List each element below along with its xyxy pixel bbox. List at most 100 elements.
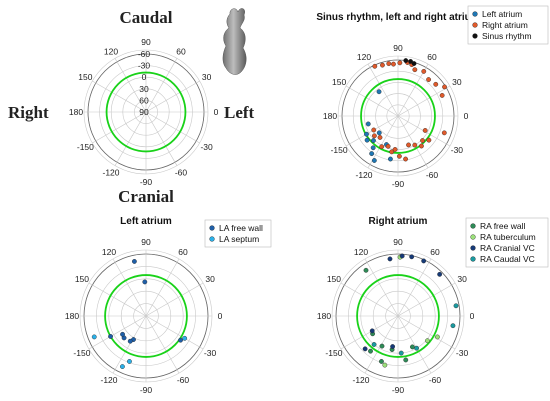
- radial-tick-label: -30: [138, 61, 151, 71]
- angular-tick-label: 30: [457, 274, 467, 284]
- data-point: [182, 335, 188, 341]
- left-atrium-polar-plot: Left atrium 0 30 60 90 120 150 180 -150 -120 -90 -6…: [65, 216, 272, 395]
- angular-tick-label: -120: [102, 168, 119, 178]
- data-point: [371, 138, 376, 143]
- legend-entry: Right atrium: [482, 20, 528, 30]
- angular-tick-label: -90: [140, 177, 153, 187]
- data-point: [441, 130, 447, 136]
- legend-marker: [470, 256, 476, 262]
- data-point: [370, 145, 376, 151]
- legend-entry: RA tuberculum: [480, 232, 536, 242]
- radial-tick-label: 60: [139, 95, 149, 105]
- angular-tick-label: 60: [427, 52, 437, 62]
- data-point: [379, 359, 384, 364]
- grid-spoke: [145, 111, 200, 144]
- angular-tick-label: 150: [327, 274, 341, 284]
- angular-tick-label: -90: [140, 385, 153, 395]
- angular-tick-label: -30: [200, 142, 213, 152]
- angular-tick-label: -120: [355, 170, 372, 180]
- caudal-label: Caudal: [120, 8, 173, 27]
- legend-marker: [470, 223, 476, 229]
- data-point: [409, 254, 415, 260]
- legend-entry: Sinus rhythm: [482, 31, 532, 41]
- angular-tick-label: 120: [104, 46, 118, 56]
- data-point: [127, 359, 132, 364]
- angular-tick-label: 90: [141, 237, 151, 247]
- data-point: [389, 149, 395, 155]
- angular-tick-label: 180: [323, 111, 337, 121]
- angular-tick-label: 120: [102, 247, 116, 257]
- data-point: [382, 362, 388, 368]
- grid-spoke: [114, 111, 147, 166]
- grid-spoke: [367, 63, 399, 117]
- data-point: [412, 142, 418, 148]
- data-point: [403, 58, 409, 63]
- data-point: [371, 127, 377, 133]
- cranial-label: Cranial: [118, 187, 174, 206]
- angular-tick-label: 30: [452, 77, 462, 87]
- data-point: [398, 350, 404, 356]
- data-point: [372, 133, 377, 139]
- legend-entry: RA free wall: [480, 221, 525, 231]
- legend-marker: [209, 225, 215, 231]
- angular-tick-label: -60: [426, 170, 439, 180]
- data-point: [442, 84, 447, 90]
- angular-tick-label: -60: [175, 168, 188, 178]
- data-point: [379, 144, 385, 150]
- grid-spoke: [92, 111, 147, 144]
- legend-entry: RA Cranial VC: [480, 243, 535, 253]
- angular-tick-label: 180: [65, 311, 79, 321]
- data-point: [426, 77, 431, 82]
- data-point: [369, 151, 375, 157]
- grid-spoke: [345, 85, 399, 117]
- angular-tick-label: 30: [205, 274, 215, 284]
- legend-box: [467, 5, 549, 45]
- sinus-rhythm-polar-plot: Sinus rhythm, left and right atrium 0 30 60…: [316, 5, 549, 189]
- angular-tick-label: 90: [141, 37, 151, 47]
- grid-spoke: [397, 258, 432, 317]
- grid-spoke: [145, 282, 204, 317]
- data-point: [365, 121, 371, 127]
- radial-tick-label: 30: [139, 84, 149, 94]
- grid-spoke: [145, 80, 200, 113]
- data-point: [435, 334, 440, 340]
- data-point: [437, 271, 443, 277]
- angular-tick-label: -90: [392, 385, 405, 395]
- grid-spoke: [145, 315, 180, 374]
- data-point: [372, 63, 378, 69]
- angular-tick-label: 0: [464, 111, 469, 121]
- data-point: [364, 131, 369, 137]
- angular-tick-label: 120: [357, 52, 371, 62]
- data-point: [433, 81, 439, 87]
- data-point: [142, 279, 148, 285]
- angular-tick-label: 150: [75, 274, 89, 284]
- legend-entry: RA Caudal VC: [480, 254, 535, 264]
- angular-tick-label: 30: [202, 72, 212, 82]
- radial-tick-label: 90: [139, 107, 149, 117]
- data-point: [419, 143, 424, 149]
- grid-spoke: [397, 85, 451, 117]
- angular-tick-label: -150: [73, 348, 90, 358]
- data-point: [120, 331, 125, 337]
- data-point: [421, 258, 427, 264]
- legend-entry: Left atrium: [482, 9, 522, 19]
- angular-tick-label: 120: [354, 247, 368, 257]
- heart-model-icon: [222, 8, 247, 75]
- data-point: [410, 344, 415, 350]
- data-point: [362, 346, 368, 352]
- data-point: [371, 158, 377, 163]
- data-point: [379, 343, 385, 349]
- left-label: Left: [224, 103, 255, 122]
- data-point: [108, 334, 113, 339]
- data-point: [388, 156, 393, 162]
- grid-spoke: [145, 111, 178, 166]
- legend-entry: LA free wall: [219, 223, 263, 233]
- data-point: [414, 345, 419, 351]
- data-point: [385, 143, 391, 149]
- data-point: [450, 323, 456, 329]
- grid-spoke: [340, 282, 399, 317]
- grid-spoke: [397, 315, 456, 350]
- angular-tick-label: 60: [176, 46, 186, 56]
- sinus-reference-circle: [360, 78, 436, 154]
